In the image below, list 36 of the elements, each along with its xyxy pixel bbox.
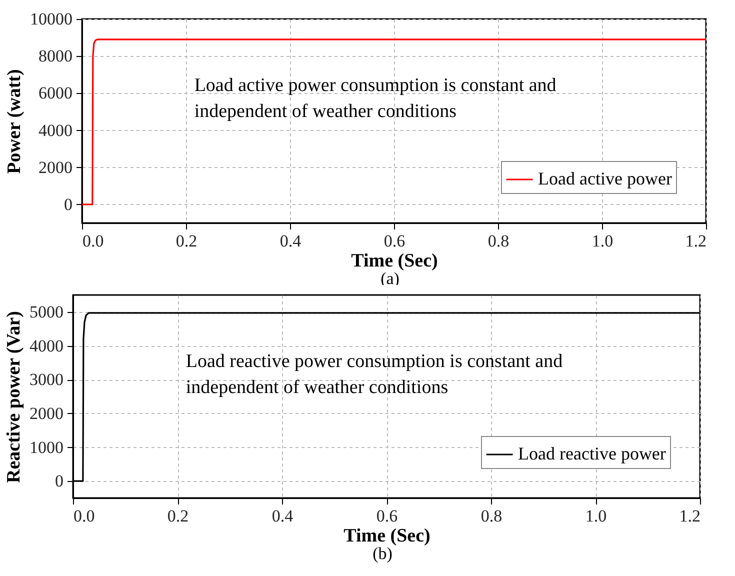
y-axis-title: Reactive power (Var): [4, 310, 24, 484]
x-tick-label: 1.0: [592, 232, 614, 250]
y-tick-label: 5000: [30, 302, 64, 322]
x-tick-label: 0.0: [82, 232, 104, 250]
y-tick-label: 2000: [30, 404, 64, 423]
annotation: Load reactive power consumption is constant and independent of weather conditions: [186, 350, 564, 398]
x-tick-label: 0.6: [384, 232, 406, 250]
x-tick-label: 1.0: [585, 506, 607, 526]
y-tick-label: 8000: [38, 46, 72, 66]
x-tick-label: 0.4: [280, 232, 302, 250]
y-tick-label: 4000: [30, 336, 64, 356]
x-tick-label: 0.6: [376, 506, 398, 526]
y-axis-title: Power (watt): [4, 69, 25, 174]
x-tick-label: 0.0: [74, 506, 95, 526]
y-tick-label: 0: [64, 194, 72, 214]
x-axis-title: Time (Sec): [344, 526, 430, 546]
x-tick-label: 0.2: [167, 506, 189, 526]
y-tick-label: 4000: [38, 120, 72, 140]
x-tick-label: 0.4: [272, 506, 294, 526]
y-tick-label: 1000: [30, 438, 64, 457]
y-tick-label: 3000: [30, 370, 64, 390]
x-tick-label: 0.8: [488, 232, 510, 250]
y-tick-label: 2000: [38, 158, 72, 177]
line-series: [82, 38, 706, 206]
annotation: Load active power consumption is constant and independent of weather conditions: [194, 75, 557, 122]
y-tick-label: 10000: [30, 10, 72, 28]
x-axis-title: Time (Sec): [351, 250, 438, 272]
legend-label: Load active power: [538, 168, 672, 188]
x-tick-label: 1.2: [685, 232, 706, 250]
x-tick-label: 1.2: [679, 506, 700, 526]
legend-label: Load reactive power: [518, 444, 666, 464]
y-tick-label: 0: [55, 472, 64, 491]
y-tick-label: 6000: [38, 84, 72, 103]
x-tick-label: 0.8: [480, 506, 502, 526]
x-tick-label: 0.2: [176, 232, 198, 250]
text: (b): [372, 544, 392, 563]
